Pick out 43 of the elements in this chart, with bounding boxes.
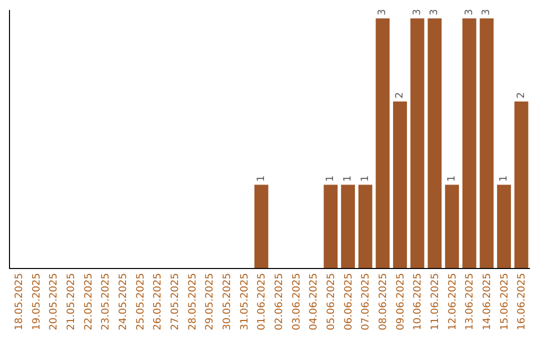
x-tick-label: 24.05.2025 [118, 273, 129, 330]
x-tick-label: 20.05.2025 [48, 273, 60, 330]
x-tick-label: 07.06.2025 [360, 273, 372, 330]
x-tick-label: 29.05.2025 [204, 273, 216, 330]
x-tick-label: 10.06.2025 [412, 273, 424, 330]
data-label: 1 [446, 175, 458, 182]
x-tick-label: 18.05.2025 [14, 273, 25, 330]
data-label: 3 [481, 8, 492, 16]
data-label: 3 [377, 8, 388, 16]
data-label: 3 [464, 8, 475, 16]
x-tick-label: 08.06.2025 [378, 273, 389, 330]
x-tick-label: 11.06.2025 [430, 273, 441, 330]
data-label: 2 [394, 92, 406, 99]
x-tick-label: 26.05.2025 [152, 273, 164, 330]
data-label: 1 [256, 175, 267, 182]
x-tick-label: 09.06.2025 [395, 273, 406, 330]
data-label: 1 [498, 175, 510, 182]
data-label: 1 [342, 175, 354, 182]
x-tick-label: 05.06.2025 [326, 273, 337, 330]
data-label: 1 [325, 175, 336, 182]
x-tick-label: 01.06.2025 [256, 273, 268, 330]
x-tick-label: 04.06.2025 [308, 273, 320, 330]
x-tick-label: 12.06.2025 [447, 273, 458, 330]
data-label: 3 [429, 8, 440, 16]
x-tick-label: 19.05.2025 [31, 273, 42, 330]
data-label: 1 [360, 175, 371, 182]
x-tick-label: 27.05.2025 [170, 273, 181, 330]
x-tick-label: 31.05.2025 [239, 273, 250, 330]
x-tick-label: 22.05.2025 [83, 273, 94, 330]
x-tick-label: 06.06.2025 [343, 273, 354, 330]
x-tick-label: 23.05.2025 [100, 273, 112, 330]
x-tick-label: 15.06.2025 [499, 273, 510, 330]
x-tick-label: 30.05.2025 [222, 273, 233, 330]
data-label: 3 [412, 8, 423, 16]
x-tick-label: 02.06.2025 [274, 273, 285, 330]
x-tick-label: 28.05.2025 [187, 273, 198, 330]
data-label: 2 [516, 92, 527, 99]
x-tick-label: 14.06.2025 [482, 273, 493, 330]
x-tick-label: 03.06.2025 [291, 273, 302, 330]
x-tick-label: 21.05.2025 [66, 273, 77, 330]
x-tick-label: 25.05.2025 [135, 273, 146, 330]
x-tick-label: 16.06.2025 [516, 273, 528, 330]
x-tick-label: 13.06.2025 [464, 273, 476, 330]
